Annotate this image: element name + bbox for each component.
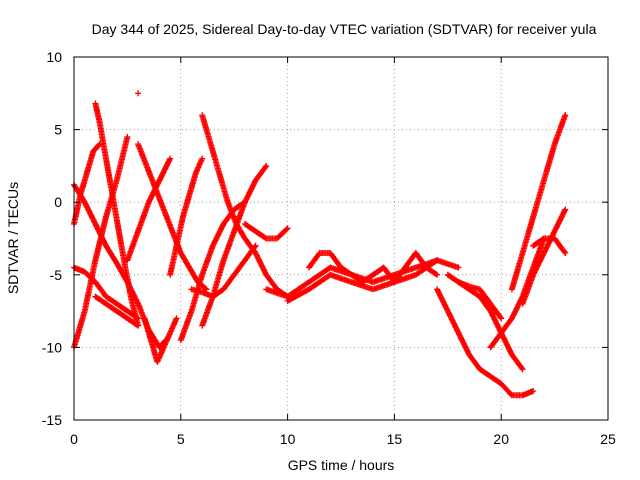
x-tick-label: 5 [177,431,185,447]
series-track-24 [530,235,569,256]
series-track-23 [519,206,569,307]
data-point-markers [306,250,441,286]
y-tick-label: -10 [42,339,62,355]
chart-title: Day 344 of 2025, Sidereal Day-to-day VTE… [92,21,597,37]
series-track-20 [455,279,505,322]
series-track-14 [177,199,248,344]
x-tick-label: 0 [70,431,78,447]
data-point-markers [241,221,291,242]
data-point-markers [508,112,569,293]
series-track-18 [434,286,537,399]
data-point-markers [92,293,142,329]
y-axis-label: SDTVAR / TECUs [5,182,21,294]
series-track-16 [284,257,441,304]
y-tick-label: 5 [54,122,62,138]
series-track-09 [167,155,206,278]
data-point-markers [177,199,248,344]
y-tick-label: -15 [42,412,62,428]
series-track-25 [124,155,174,264]
data-point-markers [92,100,142,329]
series-track-11 [188,242,259,300]
series-track-12 [199,162,270,329]
y-tick-label: 0 [54,194,62,210]
y-tick-label: 10 [46,49,62,65]
series-track-17 [306,250,441,286]
data-point-markers [124,155,174,264]
data-point-markers [284,257,441,304]
x-tick-label: 25 [600,431,616,447]
series-track-13 [241,221,291,242]
plot-area [71,90,569,399]
data-point-markers [71,141,103,227]
plot-frame [73,56,609,421]
data-point-markers [487,235,547,351]
data-point-markers [199,162,270,329]
data-point-markers [135,90,142,97]
series-track-01 [71,181,169,351]
series-outlier [135,90,142,97]
data-point-markers [167,155,206,278]
y-tick-label: -5 [50,267,63,283]
data-point-markers [434,286,537,399]
x-tick-label: 10 [280,431,296,447]
x-axis-label: GPS time / hours [288,457,395,473]
data-point-markers [455,279,505,322]
data-point-markers [519,206,569,307]
series-track-21 [508,112,569,293]
series-track-08 [141,315,180,365]
data-point-markers [188,242,259,300]
tick-labels: 0 5 10 15 20 25 -15 -10 -5 0 5 10 [42,49,616,447]
axis-ticks [73,56,609,421]
series-track-06 [92,293,142,329]
data-point-markers [530,235,569,256]
series-track-05 [92,100,142,329]
data-point-markers [141,315,180,365]
data-point-markers [71,181,169,351]
series-track-22 [487,235,547,351]
x-tick-label: 15 [387,431,403,447]
x-tick-label: 20 [493,431,509,447]
series-track-03 [71,141,103,227]
